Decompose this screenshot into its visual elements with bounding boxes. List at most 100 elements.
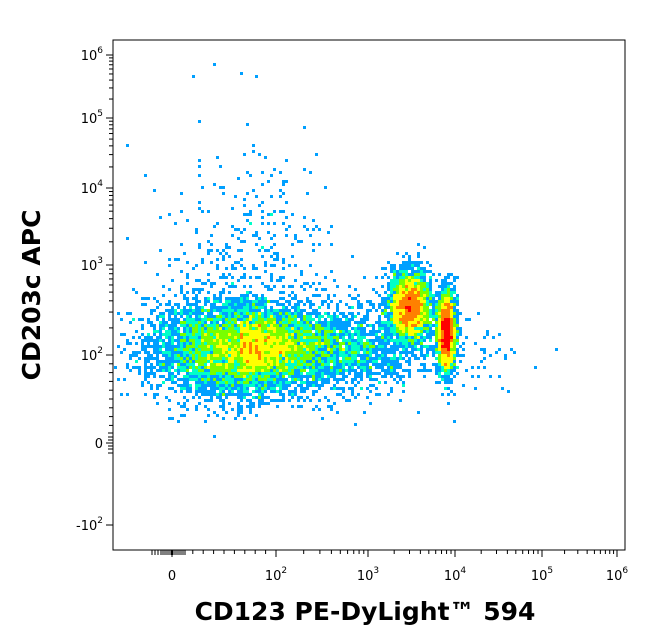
density-bin: [306, 336, 309, 339]
density-bin: [360, 339, 363, 342]
density-bin: [414, 324, 417, 327]
density-bin: [198, 339, 201, 342]
density-bin: [297, 366, 300, 369]
density-bin: [330, 270, 333, 273]
density-bin: [327, 294, 330, 297]
density-bin: [297, 384, 300, 387]
density-bin: [429, 369, 432, 372]
density-bin: [153, 342, 156, 345]
density-bin: [417, 294, 420, 297]
density-bin: [453, 312, 456, 315]
density-bin: [327, 357, 330, 360]
density-bin: [180, 414, 183, 417]
density-bin: [225, 339, 228, 342]
density-bin: [249, 393, 252, 396]
density-bin: [219, 363, 222, 366]
density-bin: [312, 348, 315, 351]
density-bin: [171, 366, 174, 369]
density-bin: [126, 339, 129, 342]
density-bin: [276, 279, 279, 282]
density-bin: [255, 345, 258, 348]
density-bin: [258, 237, 261, 240]
density-bin: [369, 309, 372, 312]
density-bin: [264, 354, 267, 357]
density-bin: [237, 237, 240, 240]
density-bin: [195, 366, 198, 369]
density-bin: [264, 318, 267, 321]
density-bin: [273, 360, 276, 363]
density-bin: [453, 345, 456, 348]
density-bin: [198, 384, 201, 387]
density-bin: [225, 360, 228, 363]
density-bin: [381, 354, 384, 357]
density-bin: [246, 297, 249, 300]
density-bin: [147, 357, 150, 360]
density-bin: [141, 381, 144, 384]
density-bin: [240, 399, 243, 402]
density-bin: [249, 339, 252, 342]
density-bin: [447, 297, 450, 300]
density-bin: [201, 306, 204, 309]
density-bin: [339, 336, 342, 339]
density-bin: [339, 369, 342, 372]
density-bin: [420, 300, 423, 303]
density-bin: [222, 387, 225, 390]
density-bin: [204, 303, 207, 306]
density-bin: [420, 369, 423, 372]
density-bin: [276, 318, 279, 321]
density-bin: [129, 354, 132, 357]
density-bin: [399, 288, 402, 291]
density-bin: [315, 351, 318, 354]
density-bin: [369, 375, 372, 378]
density-bin: [252, 366, 255, 369]
density-bin: [327, 315, 330, 318]
density-bin: [264, 339, 267, 342]
density-bin: [135, 351, 138, 354]
density-bin: [300, 273, 303, 276]
density-bin: [300, 336, 303, 339]
density-bin: [315, 381, 318, 384]
density-bin: [297, 315, 300, 318]
density-bin: [153, 372, 156, 375]
density-bin: [270, 246, 273, 249]
density-bin: [297, 351, 300, 354]
density-bin: [390, 264, 393, 267]
density-bin: [354, 333, 357, 336]
density-bin: [252, 345, 255, 348]
density-bin: [411, 261, 414, 264]
density-bin: [390, 372, 393, 375]
density-bin: [312, 393, 315, 396]
density-bin: [351, 327, 354, 330]
density-bin: [390, 387, 393, 390]
density-bin: [180, 270, 183, 273]
density-bin: [345, 348, 348, 351]
density-bin: [336, 324, 339, 327]
density-bin: [252, 324, 255, 327]
density-bin: [330, 333, 333, 336]
density-bin: [192, 312, 195, 315]
density-bin: [384, 354, 387, 357]
density-bin: [198, 345, 201, 348]
density-bin: [336, 303, 339, 306]
density-bin: [231, 300, 234, 303]
density-bin: [480, 360, 483, 363]
density-bin: [279, 210, 282, 213]
density-bin: [402, 351, 405, 354]
density-bin: [216, 363, 219, 366]
density-bin: [333, 315, 336, 318]
density-bin: [447, 276, 450, 279]
density-bin: [348, 372, 351, 375]
density-bin: [279, 390, 282, 393]
density-bin: [252, 336, 255, 339]
density-bin: [375, 321, 378, 324]
density-bin: [405, 303, 408, 306]
density-bin: [225, 333, 228, 336]
density-bin: [276, 300, 279, 303]
density-bin: [351, 387, 354, 390]
density-bin: [321, 381, 324, 384]
density-bin: [264, 312, 267, 315]
density-bin: [297, 330, 300, 333]
density-bin: [195, 345, 198, 348]
density-bin: [183, 366, 186, 369]
density-bin: [306, 381, 309, 384]
